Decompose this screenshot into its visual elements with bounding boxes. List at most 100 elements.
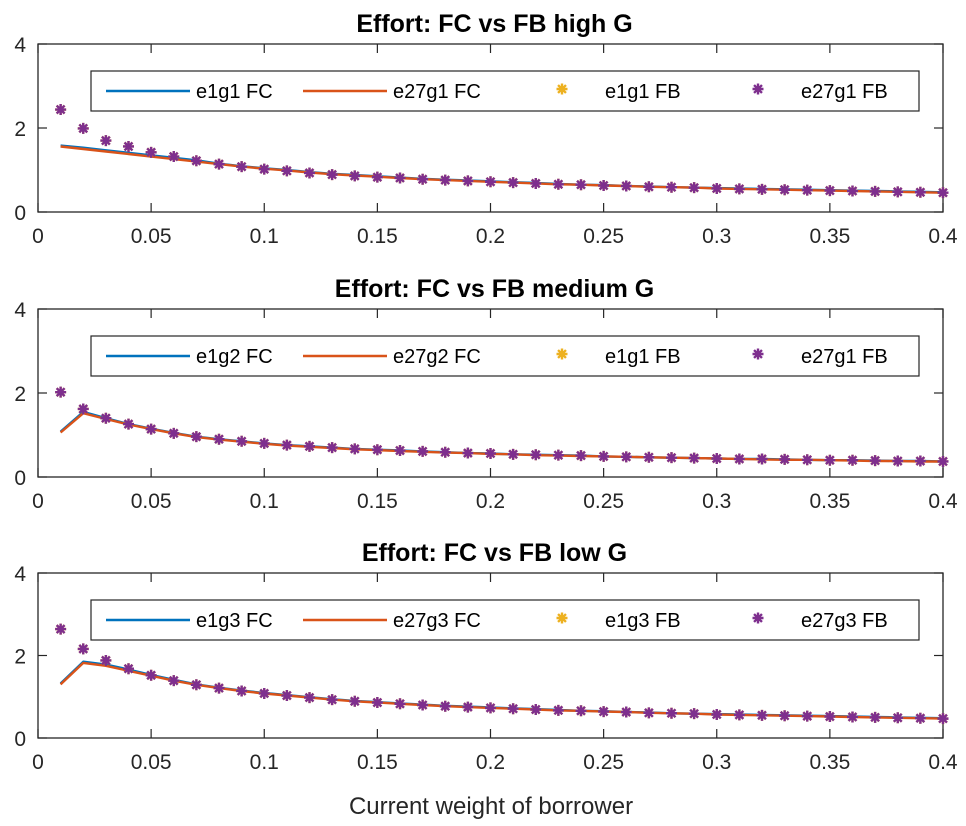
x-tick-label: 0.05 <box>131 225 172 248</box>
series-line <box>59 660 944 720</box>
x-tick-label: 0 <box>32 490 44 513</box>
series-point <box>779 710 791 722</box>
series-point <box>168 427 180 439</box>
series-line <box>59 661 944 720</box>
legend-label: e1g3 FC <box>196 610 273 632</box>
series-point <box>304 440 315 452</box>
series-point <box>643 707 655 719</box>
series-point <box>462 701 474 713</box>
legend-marker-swatch <box>556 83 568 95</box>
series-point <box>213 682 225 694</box>
chart-panel-1: Effort: FC vs FB high G 0 0.05 0.1 0.15 0.2 0.… <box>14 10 958 248</box>
series-point <box>869 455 881 467</box>
series-point <box>371 171 383 183</box>
series-point <box>394 172 406 184</box>
series-point <box>168 675 180 687</box>
x-tick-label: 0.05 <box>131 751 172 774</box>
series-1 <box>59 660 944 720</box>
legend-marker-swatch <box>752 612 764 624</box>
series-point <box>643 451 655 463</box>
legend: e1g2 FC e27g2 FC e1g1 FB e27g1 FB <box>90 335 920 377</box>
series-point <box>123 140 134 152</box>
series-point <box>258 437 270 449</box>
series-point <box>598 180 610 192</box>
series-point <box>937 187 949 199</box>
series-point <box>77 643 89 655</box>
x-tick-label: 0 <box>32 225 44 248</box>
series-point <box>552 178 564 190</box>
series-point <box>349 695 361 707</box>
series-point <box>371 444 383 456</box>
series-point <box>914 455 926 467</box>
series-2 <box>60 145 944 194</box>
series-line <box>60 144 944 194</box>
x-tick-label: 0.1 <box>250 490 279 513</box>
series-point <box>733 453 745 465</box>
series-point <box>168 151 180 163</box>
series-point <box>779 453 791 465</box>
y-tick-label: 4 <box>14 34 26 57</box>
legend-marker-swatch <box>556 348 568 360</box>
x-tick-label: 0.35 <box>809 490 850 513</box>
series-point <box>688 182 700 194</box>
x-tick-label: 0.2 <box>476 225 505 248</box>
x-axis-label: Current weight of borrower <box>349 793 633 820</box>
series-2 <box>59 661 944 720</box>
legend-label: e1g2 FC <box>196 346 273 368</box>
series-point <box>55 386 67 398</box>
x-tick-label: 0.25 <box>583 490 624 513</box>
x-tick-label: 0.3 <box>702 225 731 248</box>
series-point <box>598 450 610 462</box>
series-point <box>530 704 542 716</box>
series-point <box>733 183 745 195</box>
series-point <box>190 155 202 167</box>
chart-panel-3: Effort: FC vs FB low G 0 0.05 0.1 0.15 0.2 0.2… <box>14 539 958 774</box>
legend-label: e27g1 FC <box>393 81 481 103</box>
series-point <box>417 445 429 457</box>
series-point <box>417 699 429 711</box>
series-point <box>575 450 587 462</box>
series-4 <box>55 623 949 725</box>
x-tick-label: 0.25 <box>583 225 624 248</box>
series-point <box>598 706 610 718</box>
chart-panel-2: Effort: FC vs FB medium G 0 0.05 0.1 0.15 0.2… <box>14 275 958 513</box>
series-point <box>688 708 700 720</box>
legend-label: e27g2 FC <box>393 346 481 368</box>
series-point <box>552 704 564 716</box>
series-point <box>552 449 564 461</box>
series-3 <box>55 104 949 199</box>
series-point <box>756 453 768 465</box>
series-point <box>55 104 67 116</box>
series-point <box>575 179 587 191</box>
series-4 <box>55 386 949 467</box>
series-point <box>439 700 451 712</box>
series-point <box>620 706 632 718</box>
series-point <box>439 174 451 186</box>
series-point <box>756 183 768 195</box>
series-2 <box>59 412 943 463</box>
series-point <box>847 185 858 197</box>
series-point <box>281 165 293 177</box>
legend-label: e27g1 FB <box>801 346 888 368</box>
series-point <box>394 698 406 710</box>
series-point <box>304 167 315 179</box>
y-tick-label: 2 <box>14 646 26 669</box>
series-point <box>666 181 677 193</box>
series-point <box>756 709 768 721</box>
series-point <box>439 446 451 458</box>
x-tick-label: 0.2 <box>476 751 505 774</box>
series-line <box>59 412 943 463</box>
series-point <box>190 431 202 443</box>
series-point <box>914 712 926 724</box>
series-point <box>937 455 949 467</box>
series-point <box>258 163 270 175</box>
series-point <box>620 451 632 463</box>
series-line <box>60 145 944 194</box>
x-tick-label: 0.35 <box>809 225 850 248</box>
series-point <box>847 711 858 723</box>
series-point <box>801 710 813 722</box>
series-point <box>213 433 225 445</box>
series-point <box>236 161 248 173</box>
x-tick-label: 0.4 <box>928 751 958 774</box>
